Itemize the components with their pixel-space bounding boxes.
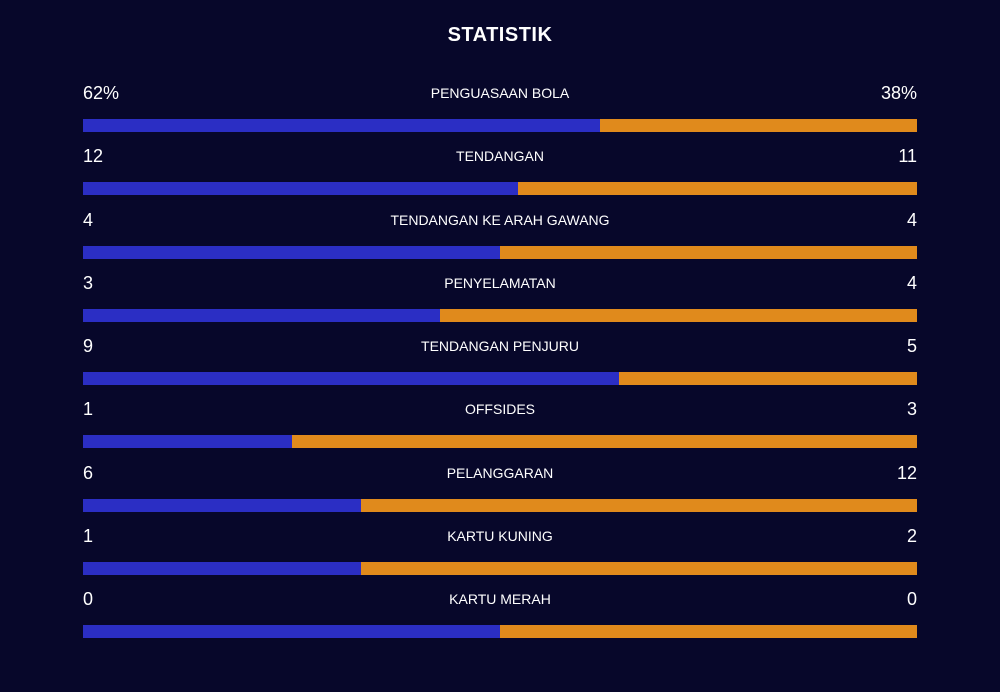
stat-comparison-bar	[83, 625, 917, 639]
away-bar-segment	[500, 245, 917, 259]
home-value: 0	[83, 589, 94, 610]
stat-row: TENDANGAN 12 11	[83, 142, 917, 205]
stat-row: PELANGGARAN 6 12	[83, 459, 917, 522]
home-bar-segment	[83, 498, 361, 512]
stat-comparison-bar	[83, 435, 917, 449]
stat-comparison-bar	[83, 498, 917, 512]
home-value: 4	[83, 209, 94, 230]
stat-label: KARTU MERAH	[449, 591, 551, 608]
home-bar-segment	[83, 372, 620, 386]
stat-label: KARTU KUNING	[447, 528, 553, 545]
away-bar-segment	[600, 119, 917, 132]
home-bar-segment	[83, 625, 500, 639]
stat-label: OFFSIDES	[464, 401, 535, 418]
home-value: 1	[83, 399, 94, 420]
stat-row: KARTU KUNING 1 2	[83, 522, 917, 585]
home-bar-segment	[83, 562, 361, 576]
away-bar-segment	[360, 498, 917, 512]
stat-label: TENDANGAN PENJURU	[421, 338, 579, 355]
away-bar-segment	[619, 372, 917, 386]
away-value: 5	[906, 336, 917, 357]
away-value: 38%	[880, 83, 917, 103]
stat-comparison-bar	[83, 372, 917, 386]
away-value: 0	[906, 589, 917, 610]
away-value: 12	[896, 462, 917, 483]
away-bar-segment	[440, 308, 917, 322]
stat-row: PENGUASAAN BOLA 62% 38%	[83, 79, 917, 142]
home-bar-segment	[83, 182, 519, 196]
away-bar-segment	[518, 182, 917, 196]
stat-row: TENDANGAN PENJURU 9 5	[83, 332, 917, 395]
stat-label: TENDANGAN KE ARAH GAWANG	[390, 211, 610, 228]
stat-comparison-bar	[83, 245, 917, 259]
stat-row: KARTU MERAH 0 0	[83, 585, 917, 648]
home-value: 1	[83, 526, 94, 547]
stat-comparison-bar	[83, 562, 917, 576]
stats-title: STATISTIK	[447, 24, 553, 46]
away-value: 11	[898, 146, 917, 167]
away-value: 3	[906, 399, 917, 420]
stat-label: PELANGGARAN	[446, 464, 554, 481]
stat-label: TENDANGAN	[456, 148, 544, 165]
away-bar-segment	[291, 435, 917, 449]
away-bar-segment	[360, 562, 917, 576]
home-bar-segment	[83, 308, 441, 322]
stats-list: PENGUASAAN BOLA 62% 38% TENDANGAN 12 11 TENDAN…	[83, 79, 917, 649]
home-value: 12	[83, 146, 104, 167]
home-value: 62%	[83, 83, 120, 103]
home-value: 9	[83, 336, 94, 357]
stat-comparison-bar	[83, 119, 917, 132]
away-value: 4	[906, 272, 917, 293]
away-value: 4	[906, 209, 917, 230]
stat-label: PENGUASAAN BOLA	[430, 85, 570, 101]
stat-row: TENDANGAN KE ARAH GAWANG 4 4	[83, 206, 917, 269]
stat-row: OFFSIDES 1 3	[83, 395, 917, 458]
away-value: 2	[906, 526, 917, 547]
home-bar-segment	[83, 245, 500, 259]
stat-label: PENYELAMATAN	[444, 274, 556, 291]
home-bar-segment	[83, 119, 601, 132]
home-value: 6	[83, 462, 94, 483]
home-bar-segment	[83, 435, 292, 449]
stat-row: PENYELAMATAN 3 4	[83, 269, 917, 332]
away-bar-segment	[500, 625, 917, 639]
home-value: 3	[83, 272, 94, 293]
stat-comparison-bar	[83, 182, 917, 196]
stat-comparison-bar	[83, 308, 917, 322]
